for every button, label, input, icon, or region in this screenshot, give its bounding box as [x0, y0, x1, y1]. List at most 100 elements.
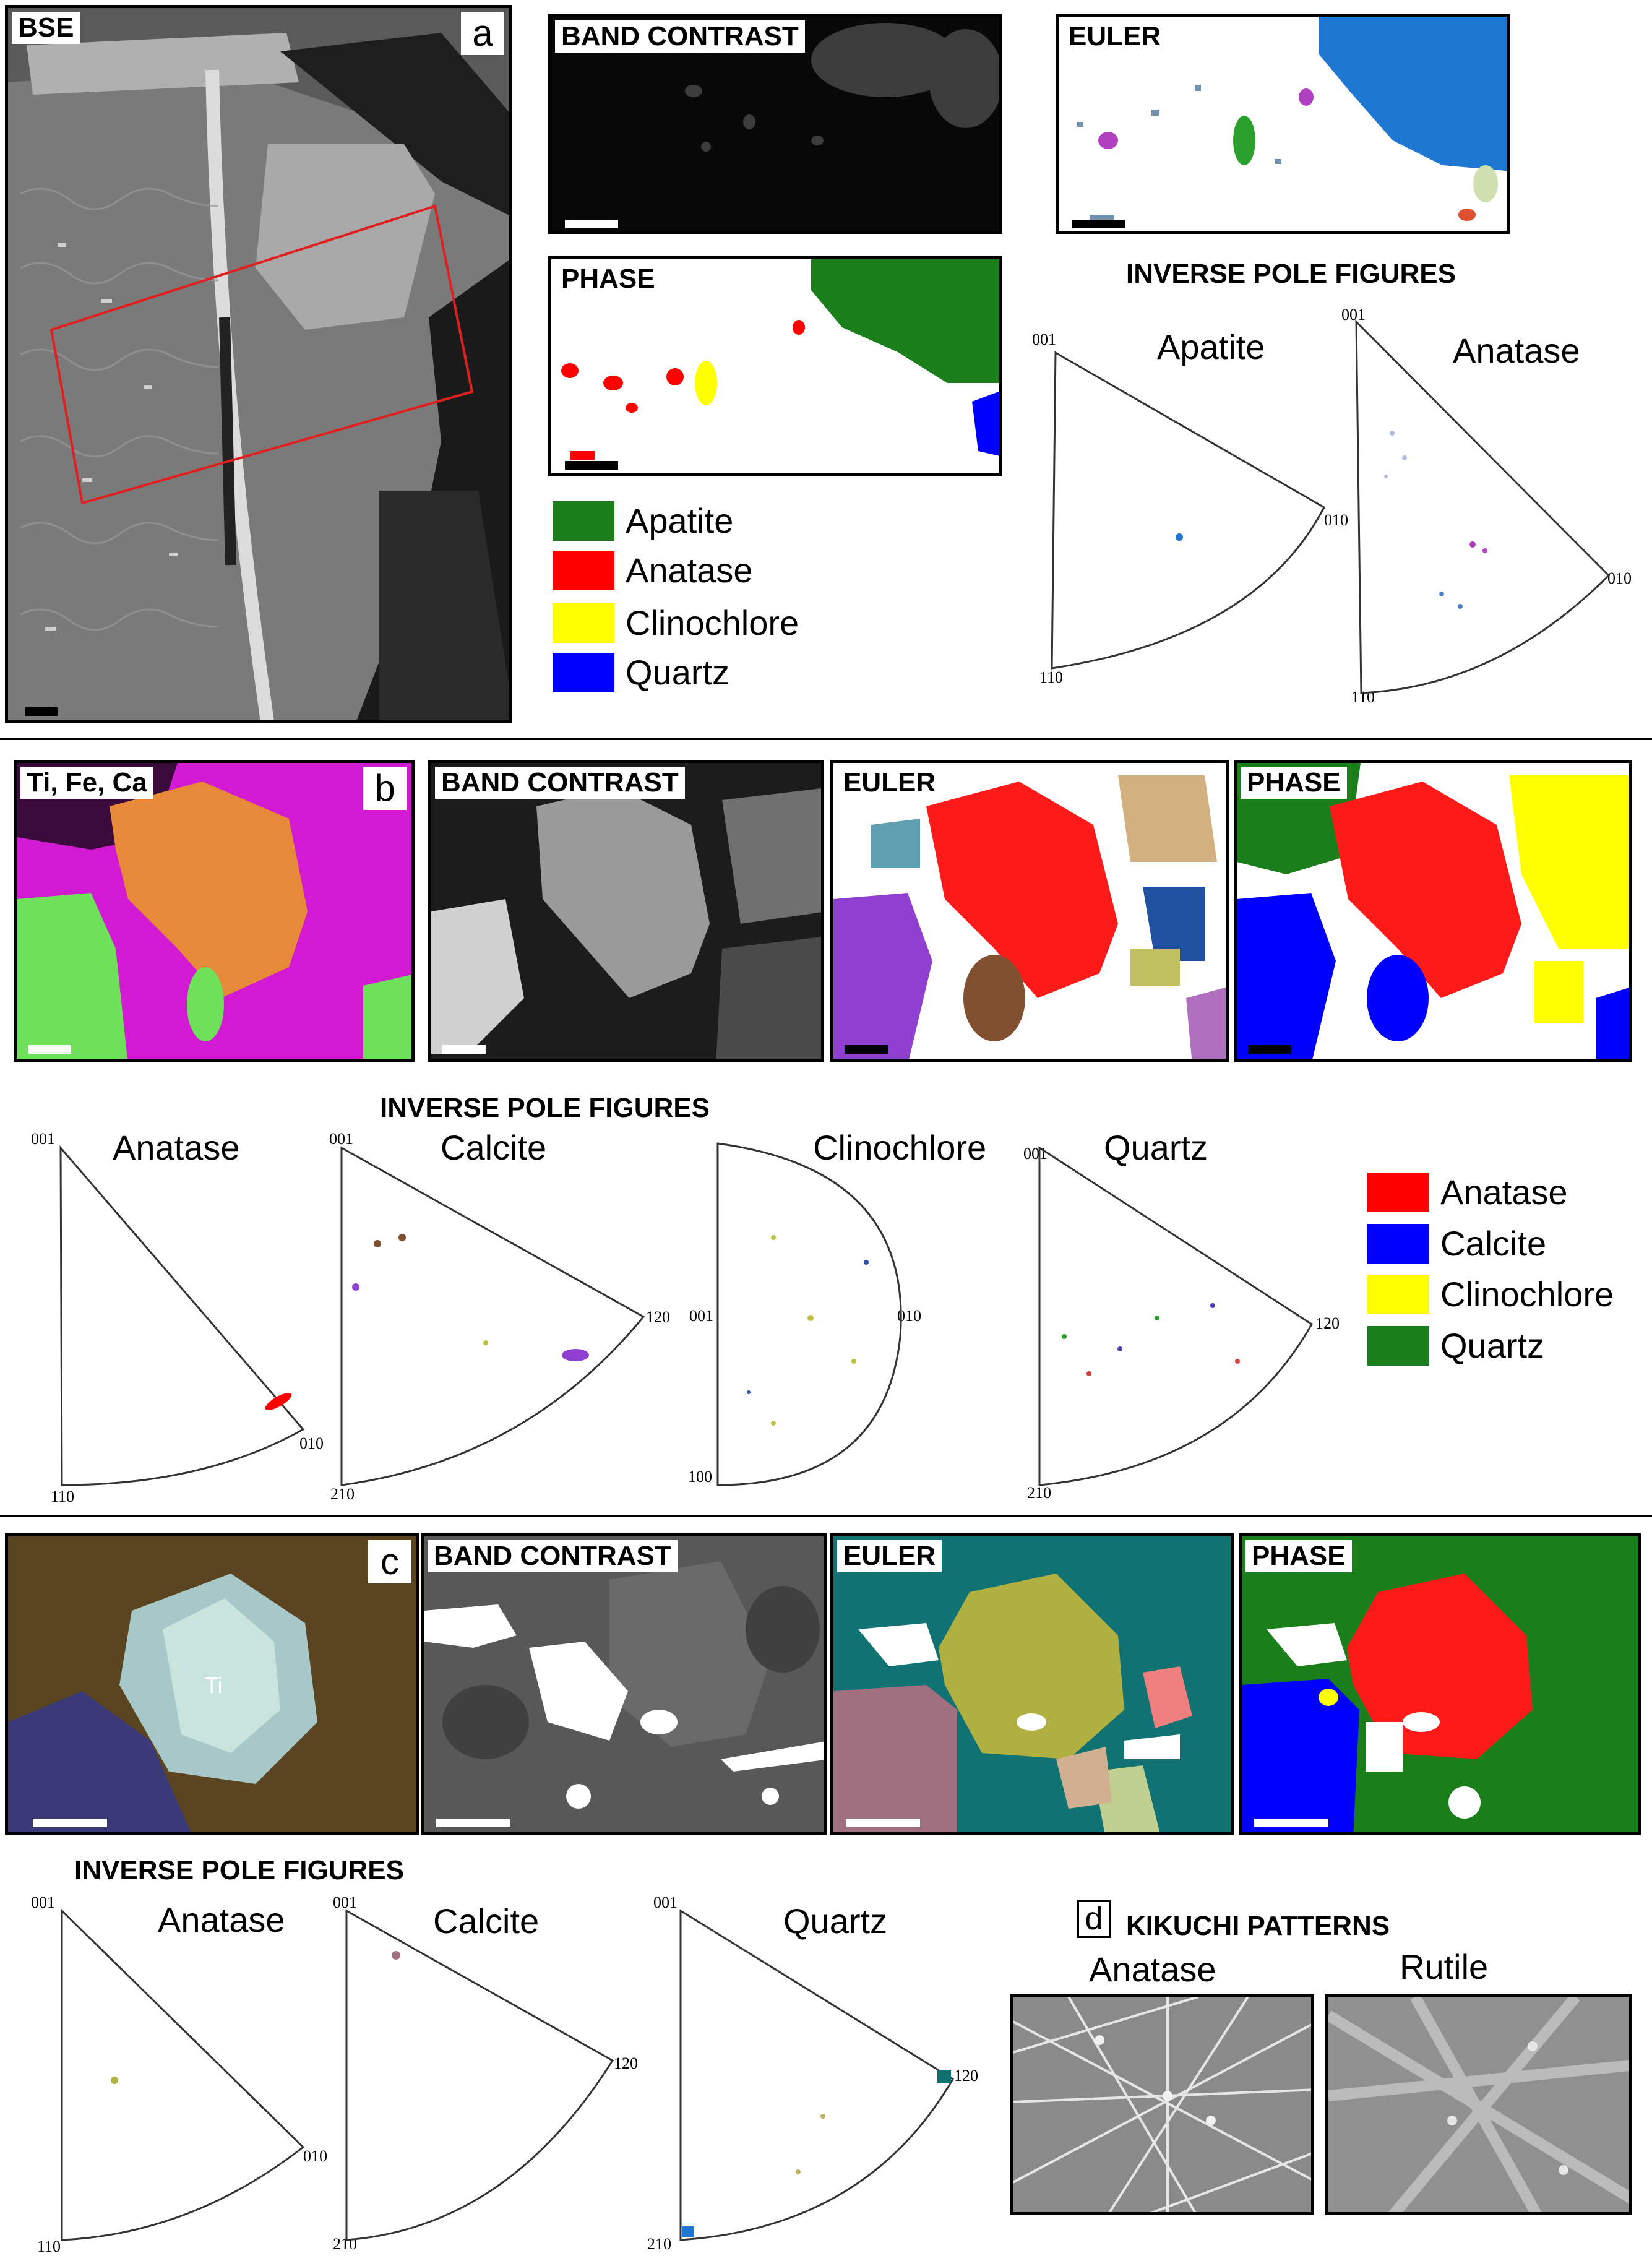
bse-image	[8, 8, 509, 720]
optical-image	[8, 1536, 416, 1832]
panel-b-letter: b	[363, 767, 407, 810]
legend-label: Anatase	[1440, 1173, 1568, 1212]
scale-bar	[28, 1045, 71, 1054]
kikuchi-rutile-label: Rutile	[1400, 1947, 1489, 1986]
bse-label: BSE	[12, 12, 80, 44]
euler-label-c: EULER	[837, 1540, 942, 1572]
section-divider	[0, 1515, 1652, 1517]
band-contrast-label-a: BAND CONTRAST	[555, 20, 805, 53]
euler-image-b	[833, 775, 1226, 1059]
kikuchi-rutile-panel	[1325, 1994, 1632, 2215]
euler-label-a: EULER	[1062, 20, 1168, 53]
ipf-tick: 010	[1607, 569, 1632, 587]
band-contrast-panel-b: BAND CONTRAST	[428, 760, 824, 1062]
band-contrast-label-b: BAND CONTRAST	[435, 767, 685, 799]
panel-d-letter: d	[1077, 1900, 1111, 1938]
ipf-tick: 110	[37, 2237, 61, 2255]
ipf-name-quartz-b: Quartz	[1104, 1128, 1208, 1167]
euler-panel-b: EULER	[830, 760, 1229, 1062]
ipf-name-calcite-b: Calcite	[441, 1128, 547, 1167]
ipf-tick: 210	[330, 1485, 355, 1503]
scale-bar	[565, 461, 618, 470]
optical-image-panel: Ti c	[5, 1533, 419, 1835]
ipf-name-clinochlore-b: Clinochlore	[813, 1128, 987, 1167]
ipf-tick: 001	[329, 1130, 353, 1148]
ipf-tick: 010	[299, 1434, 324, 1452]
phase-panel-b: PHASE	[1234, 760, 1632, 1062]
band-contrast-panel-c: BAND CONTRAST	[421, 1533, 827, 1835]
scale-bar	[846, 1819, 920, 1827]
legend-swatch-clinochlore	[553, 603, 614, 643]
ipf-title-a: INVERSE POLE FIGURES	[1126, 259, 1456, 289]
legend-label: Quartz	[1440, 1326, 1545, 1365]
ipf-tick: 010	[303, 2147, 327, 2165]
kikuchi-anatase-image	[1013, 1997, 1311, 2212]
euler-panel-c: EULER	[830, 1533, 1234, 1835]
legend-label: Apatite	[626, 501, 734, 540]
ipf-tick: 001	[1023, 1145, 1048, 1163]
phase-panel-c: PHASE	[1239, 1533, 1641, 1835]
ipf-name-anatase-b: Anatase	[113, 1128, 240, 1167]
legend-swatch-anatase	[553, 551, 614, 590]
legend-swatch-apatite	[553, 501, 614, 541]
scale-bar	[436, 1819, 510, 1827]
phase-label-c: PHASE	[1245, 1540, 1352, 1572]
ipf-tick: 210	[333, 2235, 357, 2253]
euler-panel-a: EULER	[1056, 14, 1510, 234]
section-divider	[0, 738, 1652, 740]
legend-swatch-clinochlore	[1367, 1275, 1429, 1314]
legend-label: Calcite	[1440, 1224, 1547, 1263]
ipf-tick: 120	[614, 2054, 638, 2072]
euler-image-a	[1077, 17, 1507, 223]
legend-label: Clinochlore	[1440, 1275, 1614, 1314]
ipf-tick: 210	[647, 2235, 671, 2253]
legend-label: Clinochlore	[626, 603, 799, 642]
ti-label: Ti	[205, 1673, 223, 1698]
band-contrast-panel-a: BAND CONTRAST	[548, 14, 1002, 234]
scale-bar	[565, 220, 618, 228]
scale-bar	[25, 707, 58, 716]
legend-swatch-quartz	[1367, 1326, 1429, 1366]
band-contrast-image-b	[431, 763, 821, 1059]
band-contrast-image-a	[685, 23, 999, 152]
legend-label: Quartz	[626, 653, 730, 692]
ipf-tick: 001	[689, 1307, 713, 1325]
ipf-tick: 010	[1324, 511, 1348, 529]
ipf-name-anatase: Anatase	[1453, 331, 1580, 370]
ipf-tick: 110	[1039, 668, 1064, 686]
band-contrast-image-c	[424, 1536, 824, 1832]
ipf-name-anatase-c: Anatase	[158, 1900, 285, 1939]
kikuchi-title: KIKUCHI PATTERNS	[1126, 1911, 1390, 1941]
ipf-tick: 100	[688, 1468, 712, 1486]
panel-a-letter: a	[461, 12, 504, 55]
ipf-tick: 110	[1351, 688, 1375, 706]
ipf-name-quartz-c: Quartz	[783, 1901, 888, 1940]
ipf-tick: 120	[646, 1308, 670, 1326]
ipf-tick: 120	[1315, 1314, 1340, 1332]
element-map-panel: Ti, Fe, Ca b	[14, 760, 415, 1062]
phase-panel-a: PHASE	[548, 256, 1002, 476]
phase-label-a: PHASE	[555, 263, 661, 295]
scale-bar	[1254, 1819, 1328, 1827]
kikuchi-anatase-label: Anatase	[1089, 1950, 1216, 1989]
ipf-title-c: INVERSE POLE FIGURES	[74, 1855, 404, 1885]
ipf-name-calcite-c: Calcite	[433, 1901, 540, 1940]
legend-swatch-anatase	[1367, 1173, 1429, 1212]
euler-label-b: EULER	[837, 767, 942, 799]
phase-image-a	[561, 259, 999, 460]
euler-image-c	[833, 1536, 1231, 1832]
kikuchi-rutile-image	[1328, 1997, 1629, 2212]
bse-image-panel: BSE a	[5, 5, 512, 723]
ipf-tick: 001	[31, 1130, 55, 1148]
scale-bar	[442, 1045, 486, 1054]
band-contrast-label-c: BAND CONTRAST	[428, 1540, 678, 1572]
ipf-tick: 120	[954, 2067, 978, 2085]
ipf-tick: 001	[333, 1893, 357, 1911]
phase-label-b: PHASE	[1241, 767, 1347, 799]
scale-bar	[1072, 220, 1125, 228]
ipf-tick: 001	[653, 1893, 678, 1911]
scale-bar	[845, 1045, 888, 1054]
legend-swatch-calcite	[1367, 1224, 1429, 1264]
panel-c-letter: c	[368, 1540, 411, 1583]
